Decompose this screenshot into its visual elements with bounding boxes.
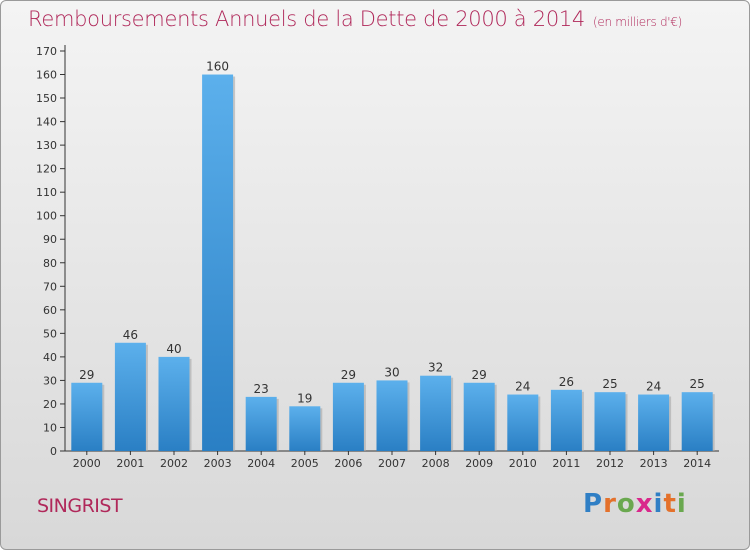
- proxiti-logo: Proxiti: [583, 489, 687, 519]
- bar-value-label: 24: [515, 380, 530, 394]
- y-axis: 0 10 20 30 40 50 60 70 80 90 100 110 120 130 140 150 160…: [36, 45, 66, 458]
- y-tick-label: 80: [43, 257, 57, 270]
- bar: [420, 375, 452, 451]
- x-tick-label: 2008: [422, 457, 450, 470]
- chart-title: Remboursements Annuels de la Dette de 20…: [28, 7, 682, 31]
- bar: [594, 392, 626, 451]
- x-tick-label: 2014: [683, 457, 711, 470]
- bar-value-label: 25: [690, 377, 705, 391]
- bar: [202, 74, 234, 451]
- y-tick-label: 50: [43, 327, 57, 340]
- y-tick-label: 160: [36, 69, 57, 82]
- bar-value-label: 46: [123, 328, 138, 342]
- x-tick-label: 2003: [204, 457, 232, 470]
- y-tick-label: 40: [43, 351, 57, 364]
- bar: [638, 394, 670, 451]
- y-tick-label: 20: [43, 398, 57, 411]
- logo-letter: P: [583, 489, 604, 519]
- bar-value-label: 32: [428, 361, 443, 375]
- bar: [463, 382, 495, 451]
- logo-letter: o: [616, 489, 636, 519]
- x-tick-label: 2004: [247, 457, 275, 470]
- y-tick-label: 10: [43, 421, 57, 434]
- bar-value-label: 24: [646, 380, 661, 394]
- x-tick-label: 2012: [596, 457, 624, 470]
- y-tick-label: 30: [43, 374, 57, 387]
- y-tick-label: 0: [50, 445, 57, 458]
- logo-letter: x: [635, 489, 654, 519]
- x-tick-label: 2001: [116, 457, 144, 470]
- y-tick-label: 130: [36, 139, 57, 152]
- y-tick-label: 100: [36, 210, 57, 223]
- y-tick-label: 90: [43, 233, 57, 246]
- x-tick-label: 2009: [465, 457, 493, 470]
- bar: [376, 380, 408, 451]
- bar-value-label: 30: [384, 365, 399, 379]
- chart-title-text: Remboursements Annuels de la Dette de 20…: [28, 7, 585, 31]
- y-tick-label: 120: [36, 163, 57, 176]
- bar: [507, 394, 539, 451]
- chart-unit-note: (en milliers d'€): [593, 15, 683, 29]
- logo-letter: t: [663, 489, 677, 519]
- bar: [289, 406, 321, 451]
- y-tick-label: 140: [36, 116, 57, 129]
- bar-value-label: 29: [472, 368, 487, 382]
- y-tick-label: 60: [43, 304, 57, 317]
- bar-value-label: 19: [297, 391, 312, 405]
- commune-name: SINGRIST: [37, 495, 123, 517]
- bar-value-label: 40: [166, 342, 181, 356]
- x-tick-label: 2011: [552, 457, 580, 470]
- bar: [158, 356, 190, 451]
- bar: [245, 396, 277, 451]
- bar: [71, 382, 103, 451]
- bar-value-label: 26: [559, 375, 574, 389]
- x-tick-label: 2006: [334, 457, 362, 470]
- x-tick-label: 2000: [73, 457, 101, 470]
- bar: [114, 342, 146, 451]
- logo-letter: r: [603, 489, 617, 519]
- x-axis: 2000 2001 2002 2003 2004 2005 2006 2007 2008 2009…: [65, 450, 719, 470]
- x-tick-label: 2005: [291, 457, 319, 470]
- x-tick-label: 2013: [640, 457, 668, 470]
- y-tick-label: 170: [36, 45, 57, 58]
- bar: [332, 382, 364, 451]
- y-tick-label: 70: [43, 280, 57, 293]
- y-tick-label: 150: [36, 92, 57, 105]
- bar: [681, 392, 713, 451]
- bar-value-label: 23: [254, 382, 269, 396]
- bar-value-label: 25: [602, 377, 617, 391]
- y-tick-label: 110: [36, 186, 57, 199]
- x-tick-label: 2010: [509, 457, 537, 470]
- logo-letter: i: [676, 489, 687, 519]
- bar: [550, 389, 582, 451]
- bars: 29 46 40 160 23 19 29 30 32 29 24 26 25 24 25: [71, 60, 715, 451]
- x-tick-label: 2007: [378, 457, 406, 470]
- bar-value-label: 160: [206, 60, 229, 74]
- bar-value-label: 29: [341, 368, 356, 382]
- bar-value-label: 29: [79, 368, 94, 382]
- x-tick-label: 2002: [160, 457, 188, 470]
- logo-letter: i: [653, 489, 664, 519]
